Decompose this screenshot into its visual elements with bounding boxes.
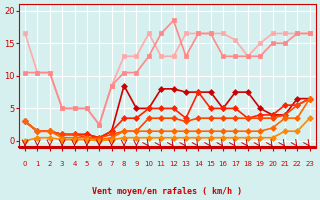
X-axis label: Vent moyen/en rafales ( km/h ): Vent moyen/en rafales ( km/h ) [92, 187, 242, 196]
